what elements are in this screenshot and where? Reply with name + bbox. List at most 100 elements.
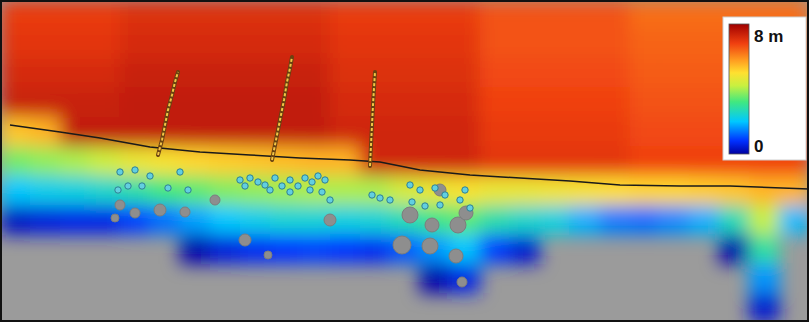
depth-cell xyxy=(180,205,211,235)
marker xyxy=(417,187,423,193)
depth-cell xyxy=(569,59,600,89)
depth-cell xyxy=(180,29,211,59)
depth-cell xyxy=(30,0,61,30)
depth-cell xyxy=(30,176,61,206)
pole xyxy=(272,57,292,160)
depth-cell xyxy=(240,59,271,89)
depth-cell xyxy=(360,29,391,59)
depth-cell xyxy=(779,176,809,206)
depth-cell xyxy=(270,176,301,206)
marker xyxy=(287,177,293,183)
marker xyxy=(315,173,321,179)
depth-cell xyxy=(539,88,570,118)
depth-cell xyxy=(240,205,271,235)
marker xyxy=(377,195,383,201)
marker xyxy=(467,205,473,211)
depth-cell xyxy=(449,234,480,264)
depth-cell xyxy=(449,0,480,30)
depth-cell xyxy=(90,146,121,176)
marker xyxy=(462,187,468,193)
depth-cell xyxy=(60,146,91,176)
depth-cell xyxy=(599,205,630,235)
depth-cell xyxy=(479,205,510,235)
depth-cell xyxy=(60,205,91,235)
depth-cell xyxy=(390,117,421,147)
depth-cell xyxy=(300,59,331,89)
depth-cell xyxy=(120,59,151,89)
depth-cell xyxy=(479,117,510,147)
depth-cell xyxy=(449,176,480,206)
depth-cell xyxy=(629,59,660,89)
obstacle xyxy=(324,214,336,226)
pole-outline xyxy=(272,57,292,160)
depth-cell xyxy=(0,146,31,176)
depth-cell xyxy=(240,146,271,176)
depth-cell xyxy=(659,88,690,118)
depth-cell xyxy=(180,88,211,118)
depth-cell xyxy=(449,146,480,176)
depth-cell xyxy=(180,234,211,264)
depth-cell xyxy=(330,88,361,118)
depth-cell xyxy=(150,205,181,235)
marker xyxy=(132,167,138,173)
depth-cell xyxy=(390,29,421,59)
depth-cell xyxy=(509,146,540,176)
depth-cell xyxy=(30,88,61,118)
obstacle xyxy=(449,249,463,263)
depth-cell xyxy=(569,146,600,176)
depth-cell xyxy=(270,29,301,59)
marker xyxy=(437,202,443,208)
depth-cell xyxy=(120,0,151,30)
marker xyxy=(262,182,268,188)
marker xyxy=(247,175,253,181)
depth-cell xyxy=(479,176,510,206)
depth-cell xyxy=(60,176,91,206)
depth-cell xyxy=(120,29,151,59)
depth-cell xyxy=(599,59,630,89)
depth-cell xyxy=(539,59,570,89)
depth-cell xyxy=(60,29,91,59)
depth-cell xyxy=(479,29,510,59)
depth-cell xyxy=(180,0,211,30)
depth-cell xyxy=(390,59,421,89)
depth-cell xyxy=(539,146,570,176)
depth-cell xyxy=(360,0,391,30)
depth-cell xyxy=(659,176,690,206)
depth-cell xyxy=(779,205,809,235)
pole-outline xyxy=(158,72,178,155)
depth-cell xyxy=(599,88,630,118)
obstacle xyxy=(111,214,119,222)
depth-cell xyxy=(479,234,510,264)
pole xyxy=(370,72,375,166)
depth-cell xyxy=(0,29,31,59)
depth-cell xyxy=(419,263,450,293)
depth-cell xyxy=(150,29,181,59)
depth-cell xyxy=(210,234,241,264)
depth-cell xyxy=(419,29,450,59)
depth-cell xyxy=(390,234,421,264)
obstacle xyxy=(180,207,190,217)
depth-cell xyxy=(509,29,540,59)
depth-cell xyxy=(629,29,660,59)
depth-cell xyxy=(120,176,151,206)
depth-cell xyxy=(90,117,121,147)
depth-cell xyxy=(719,205,750,235)
depth-cell xyxy=(569,117,600,147)
depth-cell xyxy=(0,176,31,206)
depth-cell xyxy=(330,176,361,206)
marker xyxy=(117,169,123,175)
depth-cell xyxy=(120,205,151,235)
depth-cell xyxy=(599,0,630,30)
depth-cell xyxy=(30,205,61,235)
depth-cell xyxy=(390,0,421,30)
obstacle xyxy=(457,277,467,287)
depth-cell xyxy=(210,117,241,147)
colorbar-label: 8 m xyxy=(754,27,783,46)
marker xyxy=(242,183,248,189)
depth-cell xyxy=(419,117,450,147)
ground xyxy=(0,0,809,322)
depth-cell xyxy=(749,234,780,264)
depth-cell xyxy=(689,146,720,176)
depth-cell xyxy=(449,29,480,59)
depth-cell xyxy=(150,88,181,118)
